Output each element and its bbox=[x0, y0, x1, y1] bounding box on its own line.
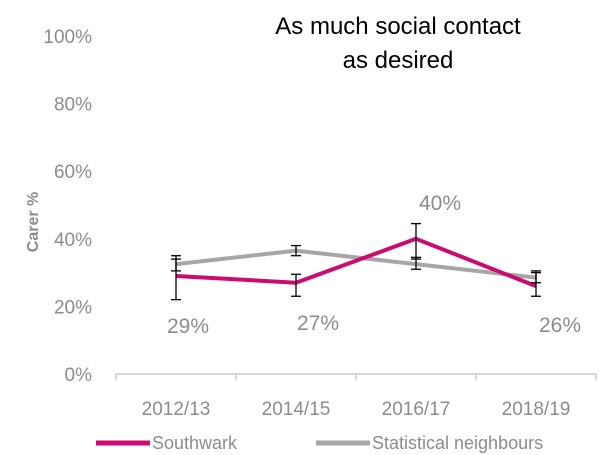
data-labels: 29% 27% 40% 26% bbox=[167, 192, 581, 338]
series-line bbox=[175, 236, 537, 288]
error-bars bbox=[171, 222, 541, 301]
legend-label: Southwark bbox=[152, 433, 238, 453]
series-southwark bbox=[175, 236, 537, 288]
x-tick-label: 2016/17 bbox=[382, 399, 451, 420]
y-tick-label: 60% bbox=[54, 162, 92, 183]
x-tick-label: 2018/19 bbox=[502, 399, 571, 420]
y-axis-label: Carer % bbox=[25, 192, 42, 252]
series-layer bbox=[171, 222, 541, 301]
x-tick-label: 2012/13 bbox=[142, 399, 211, 420]
data-label: 29% bbox=[167, 315, 209, 338]
data-label: 26% bbox=[539, 314, 581, 337]
y-tick-label: 0% bbox=[65, 365, 93, 386]
y-tick-label: 100% bbox=[43, 27, 92, 48]
legend-item-southwark: Southwark bbox=[96, 433, 238, 453]
chart-title-line: as desired bbox=[343, 47, 454, 74]
data-label: 27% bbox=[297, 312, 339, 335]
legend-item-statistical-neighbours: Statistical neighbours bbox=[316, 433, 543, 453]
series-statistical-neighbours bbox=[175, 248, 537, 280]
legend-label: Statistical neighbours bbox=[372, 433, 543, 453]
x-tick-label: 2014/15 bbox=[262, 399, 331, 420]
data-label: 40% bbox=[419, 192, 461, 215]
chart-title: As much social contact as desired bbox=[275, 13, 521, 74]
legend: Southwark Statistical neighbours bbox=[96, 433, 543, 453]
y-tick-label: 20% bbox=[54, 297, 92, 318]
series-line bbox=[175, 248, 537, 280]
x-axis-ticks: 2012/13 2014/15 2016/17 2018/19 bbox=[142, 399, 571, 420]
axes bbox=[115, 373, 597, 380]
chart-title-line: As much social contact bbox=[275, 13, 521, 40]
y-tick-label: 40% bbox=[54, 230, 92, 251]
y-axis-ticks: 0% 20% 40% 60% 80% 100% bbox=[43, 27, 92, 386]
y-tick-label: 80% bbox=[54, 95, 92, 116]
